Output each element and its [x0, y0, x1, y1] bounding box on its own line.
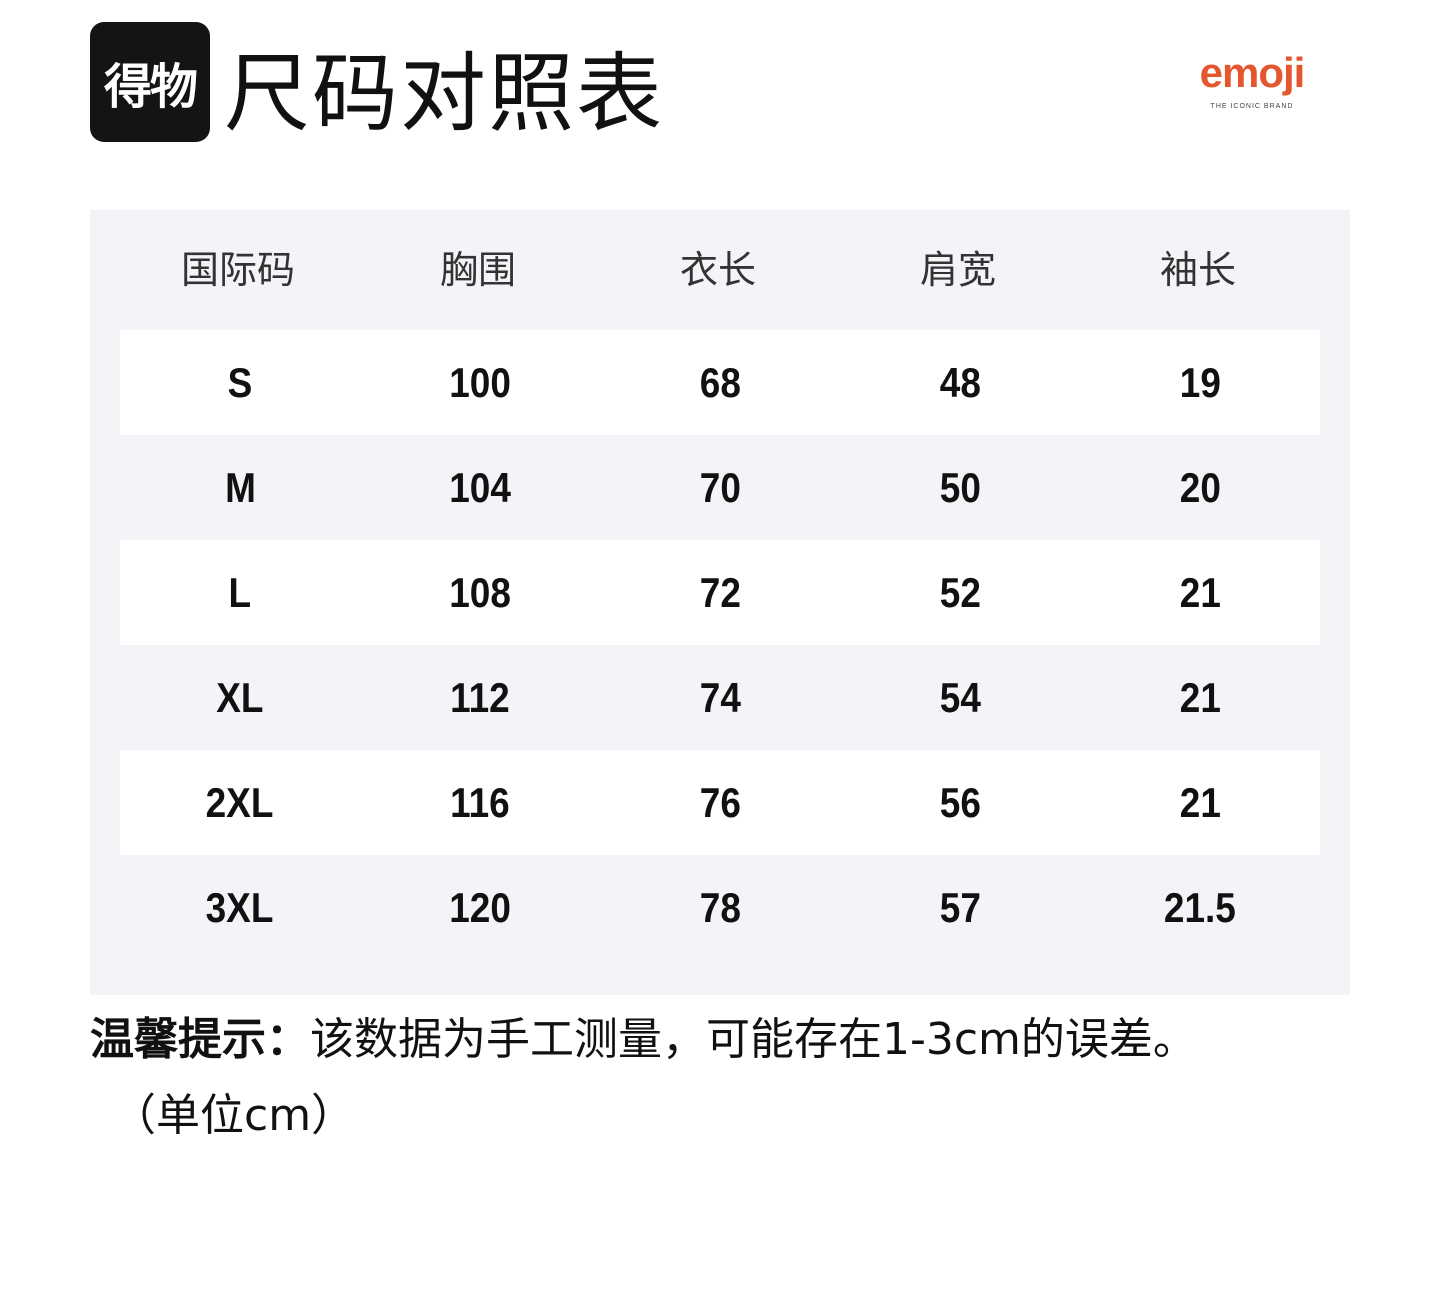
cell-value: 3XL: [206, 884, 274, 931]
cell-value: 21: [1179, 674, 1221, 721]
table-row: S 100 68 48 19: [120, 330, 1320, 435]
cell-value: 78: [699, 884, 741, 931]
table-cell: 74: [600, 645, 840, 750]
cell-value: 116: [450, 779, 510, 826]
table-header: 国际码 胸围 衣长 肩宽 袖长: [118, 210, 1318, 330]
cell-value: 100: [449, 359, 511, 406]
tip-label: 温馨提示：: [90, 1014, 310, 1065]
table-cell: 100: [360, 330, 600, 435]
cell-value: 20: [1179, 464, 1221, 511]
column-header: 衣长: [679, 248, 756, 292]
cell-value: 2XL: [206, 779, 274, 826]
unit-note: （单位cm）: [112, 1090, 356, 1141]
emoji-brand-logo: emoji THE ICONIC BRAND: [1182, 48, 1322, 112]
table-cell: 76: [600, 750, 840, 855]
cell-value: M: [224, 464, 256, 511]
cell-value: 21: [1179, 779, 1221, 826]
table-row: 2XL 116 76 56 21: [120, 750, 1320, 855]
table-cell: L: [120, 540, 360, 645]
table-cell: 50: [840, 435, 1080, 540]
cell-value: 74: [699, 674, 741, 721]
table-cell: 116: [360, 750, 600, 855]
cell-value: 48: [939, 359, 981, 406]
table-cell: 48: [840, 330, 1080, 435]
notes-block: 温馨提示：该数据为手工测量，可能存在1-3cm的误差。 （单位cm）: [90, 1010, 1430, 1146]
table-cell: 112: [360, 645, 600, 750]
table-cell: M: [120, 435, 360, 540]
cell-value: 21.5: [1164, 884, 1236, 931]
cell-value: 56: [939, 779, 981, 826]
column-header: 国际码: [180, 248, 295, 292]
page-title: 尺码对照表: [224, 44, 664, 144]
size-table: 国际码 胸围 衣长 肩宽 袖长 S 100 68 48 19 M 104 70 50 20 L 108…: [90, 210, 1350, 995]
cell-value: 54: [939, 674, 981, 721]
table-cell: 21: [1080, 645, 1320, 750]
cell-value: 19: [1179, 359, 1221, 406]
table-cell: 72: [600, 540, 840, 645]
table-cell: 54: [840, 645, 1080, 750]
cell-value: 68: [699, 359, 741, 406]
cell-value: 50: [939, 464, 981, 511]
table-cell: 52: [840, 540, 1080, 645]
logo-text: 得物: [103, 59, 198, 115]
table-cell: 21: [1080, 750, 1320, 855]
brand-tagline: THE ICONIC BRAND: [1210, 103, 1294, 110]
table-cell: 2XL: [120, 750, 360, 855]
table-cell: 3XL: [120, 855, 360, 960]
table-cell: S: [120, 330, 360, 435]
table-cell: 108: [360, 540, 600, 645]
table-cell: 104: [360, 435, 600, 540]
column-header: 胸围: [439, 248, 516, 292]
table-cell: 120: [360, 855, 600, 960]
table-cell: 19: [1080, 330, 1320, 435]
cell-value: 108: [449, 569, 511, 616]
cell-value: S: [227, 359, 253, 406]
tip-note: 温馨提示：该数据为手工测量，可能存在1-3cm的误差。: [90, 1010, 1430, 1070]
table-row: L 108 72 52 21: [120, 540, 1320, 645]
table-cell: 20: [1080, 435, 1320, 540]
table-cell: 78: [600, 855, 840, 960]
cell-value: 112: [450, 674, 510, 721]
cell-value: 76: [699, 779, 741, 826]
cell-value: 72: [699, 569, 741, 616]
table-row: 3XL 120 78 57 21.5: [120, 855, 1320, 960]
tip-text: 该数据为手工测量，可能存在1-3cm的误差。: [310, 1014, 1197, 1065]
cell-value: 120: [449, 884, 511, 931]
column-header: 肩宽: [919, 248, 996, 292]
table-cell: 21: [1080, 540, 1320, 645]
cell-value: 104: [449, 464, 511, 511]
cell-value: XL: [216, 674, 264, 721]
table-cell: 21.5: [1080, 855, 1320, 960]
table-cell: 57: [840, 855, 1080, 960]
table-row: XL 112 74 54 21: [120, 645, 1320, 750]
cell-value: 21: [1179, 569, 1221, 616]
cell-value: 52: [939, 569, 981, 616]
table-cell: 68: [600, 330, 840, 435]
table-cell: 56: [840, 750, 1080, 855]
cell-value: 57: [939, 884, 981, 931]
dewu-logo: 得物: [90, 22, 210, 142]
table-cell: 70: [600, 435, 840, 540]
table-row: M 104 70 50 20: [120, 435, 1320, 540]
cell-value: 70: [699, 464, 741, 511]
table-cell: XL: [120, 645, 360, 750]
column-header: 袖长: [1159, 248, 1236, 292]
cell-value: L: [228, 569, 252, 616]
brand-word: emoji: [1199, 49, 1306, 96]
